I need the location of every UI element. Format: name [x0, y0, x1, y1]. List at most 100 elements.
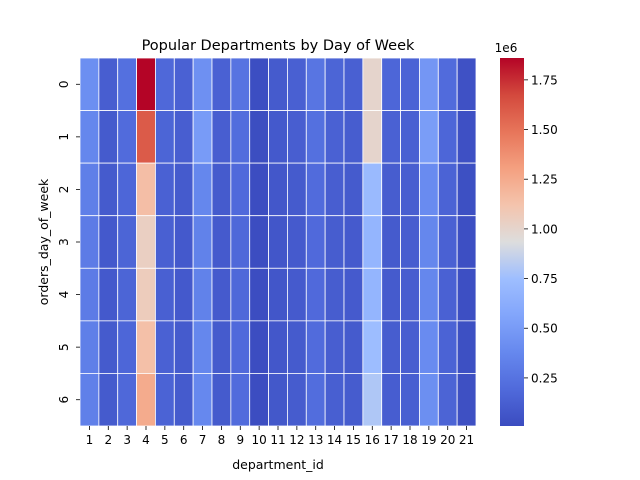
heatmap-cell — [173, 162, 194, 217]
heatmap-cell — [79, 162, 100, 217]
heatmap-cell — [249, 373, 269, 427]
heatmap-cell — [419, 267, 439, 322]
heatmap-cell — [343, 110, 364, 164]
heatmap-cell — [98, 162, 119, 217]
heatmap-cell — [230, 215, 251, 269]
heatmap-cell — [155, 110, 175, 164]
heatmap-cell — [419, 215, 439, 269]
heatmap-cell — [117, 110, 137, 164]
heatmap-cell — [173, 215, 194, 269]
x-tick-label: 18 — [402, 433, 417, 447]
colorbar-tick-label: 0.50 — [531, 322, 558, 336]
colorbar-tick-label: 1.75 — [531, 73, 558, 87]
heatmap-cell — [173, 320, 194, 374]
y-tick-label: 5 — [57, 343, 71, 351]
heatmap-cell — [136, 215, 156, 269]
colorbar-tick-label: 1.25 — [531, 173, 558, 187]
y-axis-ticks: 0 1 2 3 4 5 6 — [57, 80, 80, 404]
heatmap-cell — [287, 162, 307, 217]
x-tick-label: 12 — [289, 433, 304, 447]
heatmap-cell — [211, 57, 232, 111]
colorbar-tick-label: 0.75 — [531, 272, 558, 286]
heatmap-cells — [79, 57, 477, 427]
x-tick-label: 17 — [384, 433, 399, 447]
heatmap-cell — [305, 162, 326, 217]
heatmap-cell — [98, 110, 119, 164]
heatmap-cell — [437, 162, 458, 217]
heatmap-cell — [211, 215, 232, 269]
y-axis-label: orders_day_of_week — [36, 178, 51, 305]
colorbar-tick-label: 1.00 — [531, 222, 558, 236]
heatmap-cell — [211, 320, 232, 374]
heatmap-cell — [173, 110, 194, 164]
heatmap-cell — [230, 373, 251, 427]
heatmap-cell — [79, 373, 100, 427]
heatmap-cell — [287, 267, 307, 322]
heatmap-cell — [136, 373, 156, 427]
y-tick-label: 6 — [57, 396, 71, 404]
heatmap-cell — [456, 110, 477, 164]
heatmap-cell — [173, 57, 194, 111]
heatmap-cell — [211, 110, 232, 164]
heatmap-cell — [362, 320, 383, 374]
heatmap-cell — [79, 267, 100, 322]
heatmap-cell — [192, 57, 213, 111]
heatmap-cell — [362, 267, 383, 322]
heatmap-cell — [211, 373, 232, 427]
heatmap-cell — [419, 320, 439, 374]
x-tick-label: 7 — [199, 433, 207, 447]
heatmap-cell — [437, 215, 458, 269]
heatmap-cell — [437, 267, 458, 322]
y-tick-label: 3 — [57, 238, 71, 246]
heatmap-cell — [362, 215, 383, 269]
heatmap-cell — [362, 373, 383, 427]
heatmap-cell — [437, 320, 458, 374]
heatmap-cell — [155, 320, 175, 374]
heatmap-cell — [155, 267, 175, 322]
heatmap-cell — [268, 110, 288, 164]
heatmap-cell — [381, 162, 401, 217]
x-tick-label: 2 — [104, 433, 112, 447]
heatmap-cell — [173, 267, 194, 322]
x-tick-label: 4 — [142, 433, 150, 447]
x-tick-label: 6 — [180, 433, 188, 447]
heatmap-cell — [456, 373, 477, 427]
heatmap-cell — [230, 57, 251, 111]
x-tick-label: 9 — [236, 433, 244, 447]
heatmap-cell — [268, 320, 288, 374]
x-tick-label: 19 — [421, 433, 436, 447]
heatmap-cell — [211, 162, 232, 217]
heatmap-cell — [400, 57, 420, 111]
heatmap-cell — [324, 162, 345, 217]
heatmap-cell — [324, 320, 345, 374]
heatmap-cell — [155, 57, 175, 111]
x-tick-label: 14 — [327, 433, 342, 447]
heatmap-cell — [362, 110, 383, 164]
colorbar-tick-label: 0.25 — [531, 371, 558, 385]
heatmap-cell — [305, 110, 326, 164]
heatmap-cell — [287, 215, 307, 269]
heatmap-cell — [117, 320, 137, 374]
heatmap-cell — [287, 110, 307, 164]
heatmap-cell — [287, 57, 307, 111]
heatmap-cell — [456, 267, 477, 322]
heatmap-cell — [362, 162, 383, 217]
heatmap-cell — [117, 373, 137, 427]
heatmap-cell — [305, 320, 326, 374]
x-tick-label: 15 — [346, 433, 361, 447]
heatmap-cell — [136, 267, 156, 322]
heatmap-cell — [136, 57, 156, 111]
heatmap-cell — [192, 110, 213, 164]
heatmap-cell — [324, 373, 345, 427]
heatmap-cell — [305, 373, 326, 427]
x-tick-label: 3 — [123, 433, 131, 447]
x-tick-label: 11 — [270, 433, 285, 447]
heatmap-cell — [400, 320, 420, 374]
heatmap-cell — [437, 110, 458, 164]
heatmap-cell — [192, 215, 213, 269]
heatmap-cell — [268, 267, 288, 322]
heatmap-cell — [230, 110, 251, 164]
heatmap-cell — [400, 215, 420, 269]
heatmap-cell — [381, 215, 401, 269]
